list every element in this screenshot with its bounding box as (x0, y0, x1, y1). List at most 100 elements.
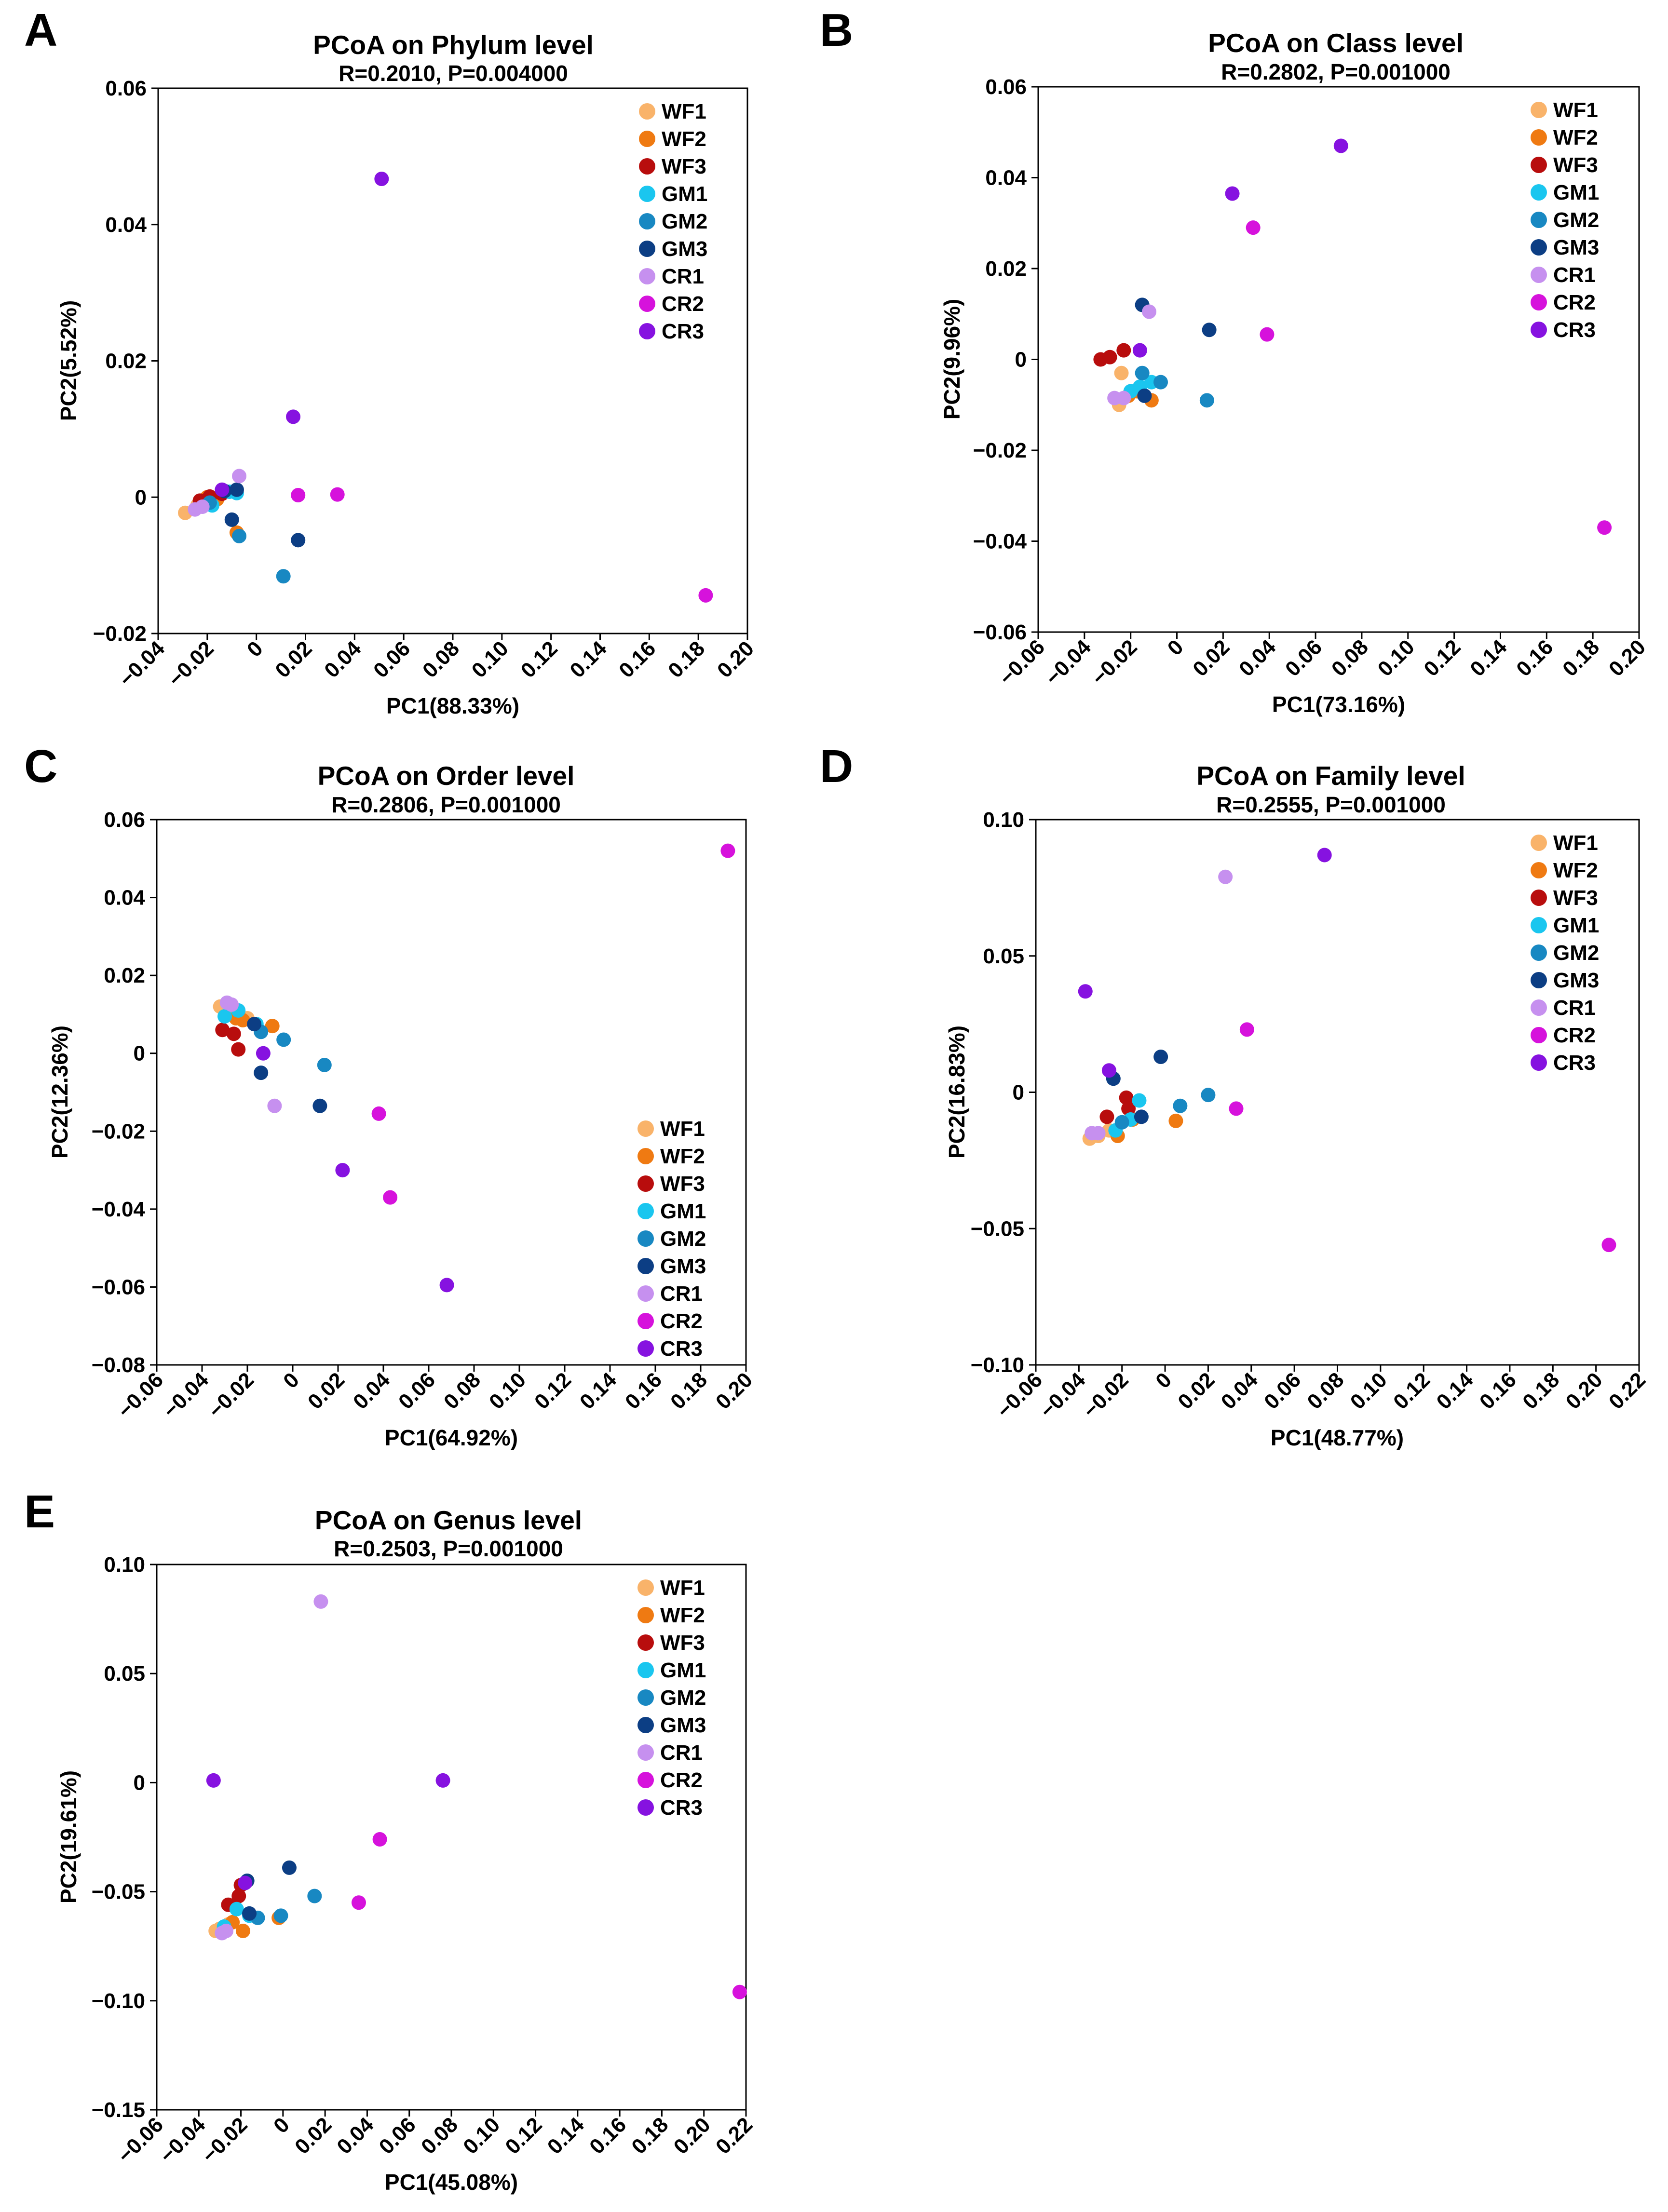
y-tick-label: 0.05 (104, 1662, 145, 1686)
legend-label: GM2 (660, 1227, 706, 1251)
x-tick-label: 0.18 (664, 636, 709, 682)
x-tick-label: 0.06 (375, 2113, 420, 2158)
x-tick-label: 0.12 (516, 636, 562, 682)
y-tick-label: 0 (135, 486, 147, 509)
y-tick-label: −0.02 (93, 622, 147, 646)
data-point-gm2 (317, 1057, 332, 1072)
data-points (206, 1594, 747, 1999)
x-tick-label: 0.02 (1188, 635, 1234, 681)
legend-marker (637, 1120, 654, 1137)
x-axis: −0.04−0.02 0 0.02 0.04 0.06 0.08 0.10 0.12 0.14 0… (115, 634, 759, 691)
data-point-gm2 (1201, 1088, 1216, 1103)
data-point-gm3 (1202, 323, 1217, 337)
data-point-cr3 (286, 409, 301, 424)
legend-marker (639, 241, 655, 257)
x-tick-label: 0.22 (711, 2113, 757, 2158)
legend-marker (639, 186, 655, 202)
data-point-cr3 (238, 1875, 253, 1890)
data-point-wf3 (1116, 343, 1131, 358)
data-point-cr1 (1142, 304, 1157, 319)
legend-marker (637, 1203, 654, 1219)
data-point-cr3 (1333, 138, 1348, 153)
data-point-wf3 (1119, 1090, 1134, 1105)
legend-marker (1531, 944, 1547, 961)
data-point-cr1 (195, 499, 210, 514)
data-point-cr1 (313, 1594, 328, 1609)
y-tick-label: 0.06 (104, 808, 145, 832)
legend-label: GM2 (1553, 941, 1599, 965)
x-tick-label: 0.10 (459, 2113, 504, 2158)
data-point-gm2 (276, 569, 291, 584)
y-tick-label: −0.05 (971, 1217, 1024, 1241)
data-point-wf3 (226, 1026, 241, 1041)
y-axis-label: PC2(16.83%) (944, 1025, 969, 1159)
chart-title: PCoA on Class level (1208, 28, 1464, 58)
data-point-cr2 (1260, 327, 1275, 342)
legend-marker (639, 131, 655, 147)
data-point-gm3 (1137, 388, 1152, 403)
legend-label: WF2 (662, 127, 706, 151)
panel-e: E PCoA on Genus level R=0.2503, P=0.0010… (24, 1486, 757, 2195)
chart-title: PCoA on Genus level (315, 1505, 582, 1535)
data-points (178, 172, 713, 603)
x-axis-label: PC1(73.16%) (1272, 692, 1405, 717)
legend-marker (637, 1717, 654, 1733)
plot-area (1037, 86, 1640, 633)
legend-label: WF2 (1553, 859, 1598, 882)
legend-marker (1531, 157, 1547, 173)
legend-marker (1531, 917, 1547, 933)
data-point-wf1 (1114, 365, 1129, 380)
legend-label: GM3 (660, 1254, 706, 1278)
legend-marker (637, 1340, 654, 1357)
data-point-gm3 (229, 482, 244, 497)
plot-area (156, 1564, 747, 2111)
data-point-wf2 (1168, 1113, 1183, 1128)
legend-label: CR3 (1553, 1051, 1596, 1075)
x-tick-label: 0.20 (669, 2113, 715, 2158)
legend-label: WF2 (660, 1145, 705, 1168)
legend-marker (1531, 102, 1547, 118)
data-point-gm3 (1153, 1049, 1168, 1064)
data-point-cr3 (439, 1278, 454, 1293)
y-axis-label: PC2(5.52%) (56, 300, 81, 421)
y-axis: −0.15 −0.10 −0.05 0 0.05 0.10 (92, 1553, 157, 2122)
legend-marker (637, 1662, 654, 1678)
x-tick-label: 0.06 (1281, 635, 1327, 681)
x-tick-label: 0.22 (1604, 1368, 1650, 1414)
legend-marker (637, 1744, 654, 1761)
y-tick-label: 0 (134, 1042, 145, 1066)
y-tick-label: 0.04 (104, 886, 145, 910)
data-point-cr2 (720, 843, 735, 858)
y-tick-label: 0.10 (104, 1553, 145, 1577)
data-point-gm3 (242, 1906, 257, 1921)
legend-marker (637, 1175, 654, 1192)
legend-marker (639, 103, 655, 120)
legend-marker (1531, 294, 1547, 310)
x-tick-label: 0.04 (320, 636, 366, 683)
x-tick-label: 0.12 (501, 2113, 546, 2158)
data-point-gm2 (232, 528, 247, 543)
legend-marker (639, 213, 655, 229)
panel-d: D PCoA on Family level R=0.2555, P=0.001… (820, 741, 1650, 1450)
data-point-gm3 (1134, 1109, 1149, 1124)
y-axis-label: PC2(9.96%) (939, 299, 964, 420)
legend-marker (1531, 890, 1547, 906)
plot-area (156, 819, 747, 1366)
x-tick-label: 0.04 (1217, 1368, 1263, 1414)
x-tick-label: 0.10 (1373, 635, 1419, 681)
x-tick-label: 0.14 (575, 1368, 622, 1414)
legend: WF1 WF2 WF3 GM1 GM2 GM3 CR1 CR2 CR3 (637, 1117, 706, 1361)
x-tick-label: 0.12 (530, 1368, 576, 1414)
data-point-gm2 (1173, 1098, 1188, 1113)
data-points (213, 843, 735, 1293)
y-axis: −0.02 0 0.02 0.04 0.06 (93, 77, 158, 646)
data-point-cr3 (335, 1163, 350, 1178)
x-tick-label: 0.16 (1512, 635, 1558, 681)
panel-letter: C (24, 741, 57, 792)
data-point-wf3 (1102, 350, 1117, 364)
y-axis-label: PC2(12.36%) (47, 1025, 72, 1159)
data-point-gm2 (1199, 393, 1214, 408)
x-tick-label: 0.18 (1558, 635, 1604, 681)
